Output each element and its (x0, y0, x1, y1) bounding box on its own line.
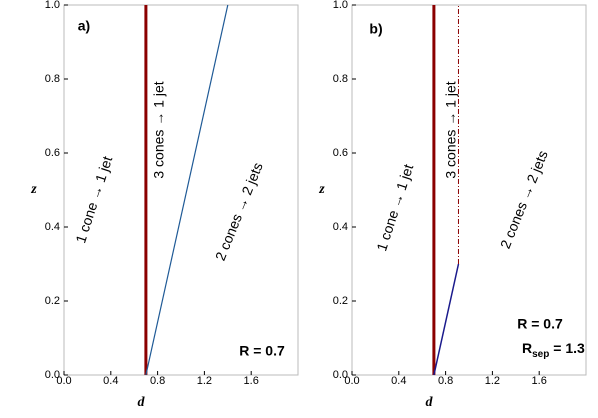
y-tick-label: 0.6 (45, 147, 60, 159)
x-tick-label: 1.2 (197, 375, 212, 387)
x-tick-label: 1.6 (532, 375, 547, 387)
x-tick-label: 1.6 (244, 375, 259, 387)
y-tick-label: 0.4 (45, 221, 60, 233)
rsep-sub: sep (532, 349, 549, 360)
region-annotation: 3 cones → 1 jet (151, 81, 167, 178)
region-annotation: 1 cone → 1 jet (72, 154, 115, 245)
x-tick-label: 0.0 (344, 375, 359, 387)
rsep-base: R (522, 340, 532, 356)
x-tick-label: 0.4 (103, 375, 118, 387)
rsep-annotation: Rsep = 1.3 (522, 340, 585, 360)
region-annotation: 1 cone → 1 jet (373, 162, 416, 253)
y-tick-label: 0.4 (333, 221, 348, 233)
y-tick-label: 0.8 (45, 73, 60, 85)
region-annotation: 2 cones → 2 jets (212, 160, 266, 263)
y-tick-label: 1.0 (45, 0, 60, 11)
x-axis-label: d (426, 395, 434, 410)
series-line (145, 4, 229, 376)
region-annotation: 3 cones → 1 jet (443, 81, 459, 178)
y-tick-label: 0.6 (333, 147, 348, 159)
y-axis-label: z (30, 182, 37, 197)
panel-label: a) (78, 18, 90, 34)
r-annotation: R = 0.7 (517, 316, 563, 332)
y-tick-label: 0.8 (333, 73, 348, 85)
r-annotation: R = 0.7 (239, 343, 285, 359)
plot-frame (351, 4, 587, 376)
x-tick-label: 0.0 (56, 375, 71, 387)
y-tick-label: 0.2 (333, 295, 348, 307)
y-tick-label: 0.0 (333, 369, 348, 381)
y-tick-label: 1.0 (333, 0, 348, 11)
x-axis-label: d (138, 395, 146, 410)
rsep-rest: = 1.3 (549, 340, 585, 356)
series-line (433, 263, 460, 376)
plot-frame (63, 4, 299, 376)
x-tick-label: 0.8 (150, 375, 165, 387)
x-tick-label: 0.4 (391, 375, 406, 387)
region-annotation: 2 cones → 2 jets (497, 148, 551, 251)
y-axis-label: z (318, 182, 325, 197)
y-tick-label: 0.0 (45, 369, 60, 381)
panel-label: b) (369, 21, 382, 37)
y-tick-label: 0.2 (45, 295, 60, 307)
x-tick-label: 1.2 (485, 375, 500, 387)
x-tick-label: 0.8 (438, 375, 453, 387)
